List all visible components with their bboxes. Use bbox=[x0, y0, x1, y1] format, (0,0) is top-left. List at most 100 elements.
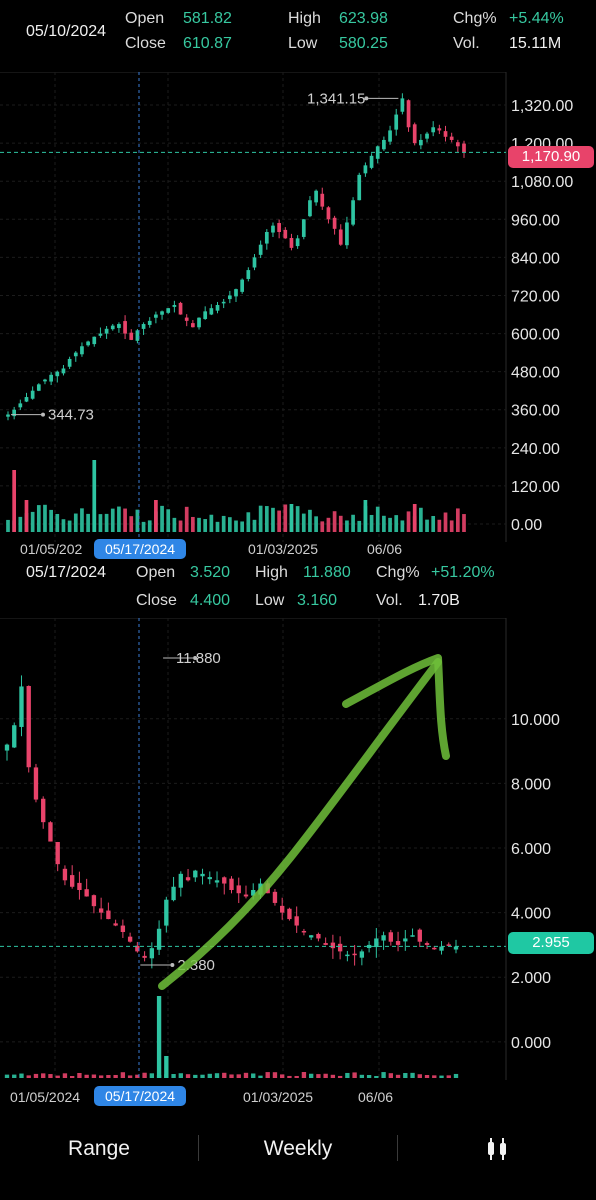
volume-bar bbox=[381, 1072, 386, 1078]
volume-bar bbox=[308, 1073, 314, 1078]
y-axis-tick-label: 720.00 bbox=[511, 288, 560, 305]
candle-body bbox=[120, 925, 126, 932]
volume-bar bbox=[314, 516, 318, 532]
volume-bar bbox=[86, 513, 90, 532]
y-axis-tick-label: 6.000 bbox=[511, 841, 551, 858]
candle-body bbox=[382, 139, 386, 150]
candle-body bbox=[381, 935, 386, 941]
candle-body bbox=[363, 165, 368, 174]
candle-body bbox=[424, 943, 430, 945]
candle-body bbox=[395, 941, 401, 945]
candle-body bbox=[330, 942, 336, 949]
candle-body bbox=[289, 237, 294, 248]
volume-bar bbox=[215, 521, 220, 532]
candle-body bbox=[403, 938, 408, 942]
candle-body bbox=[221, 301, 226, 304]
price-chart-1[interactable]: 0.00 120.00 240.00 360.00 480.00 600.00 720.00… bbox=[0, 72, 596, 558]
candle-body bbox=[4, 744, 10, 751]
candle-body bbox=[142, 955, 147, 958]
panel1-chg-value: +5.44% bbox=[509, 10, 564, 27]
y-axis-tick-label: 600.00 bbox=[511, 327, 560, 344]
volume-bar bbox=[191, 516, 195, 532]
volume-bar bbox=[98, 1075, 104, 1078]
candle-body bbox=[178, 302, 183, 315]
candle-body bbox=[229, 878, 234, 890]
candle-body bbox=[338, 229, 343, 245]
candle-body bbox=[209, 308, 214, 315]
candle-body bbox=[141, 324, 146, 329]
candle-body bbox=[55, 371, 60, 377]
chart-type-button[interactable] bbox=[398, 1118, 596, 1180]
volume-bar-spike bbox=[156, 996, 162, 1078]
volume-bar bbox=[366, 1075, 372, 1078]
candle-body bbox=[283, 229, 288, 239]
panel1-open-value: 581.82 bbox=[183, 10, 232, 27]
volume-bar bbox=[345, 520, 349, 532]
candle-body bbox=[375, 146, 380, 159]
candle-body bbox=[24, 397, 29, 402]
volume-bar bbox=[345, 1072, 350, 1078]
candle-body bbox=[207, 877, 212, 880]
candle-body bbox=[410, 935, 415, 937]
volume-bar bbox=[55, 1075, 60, 1078]
candle-body bbox=[258, 244, 263, 255]
candle-body bbox=[320, 193, 325, 207]
candle-body bbox=[388, 932, 393, 942]
volume-bar bbox=[252, 519, 257, 532]
x-axis-tick-label: 01/05/202 bbox=[20, 541, 82, 557]
candle-body bbox=[12, 725, 17, 748]
volume-bar bbox=[229, 1074, 234, 1078]
volume-bar bbox=[6, 519, 10, 532]
candle-body bbox=[156, 928, 162, 950]
candle-body bbox=[400, 98, 405, 112]
volume-bar bbox=[200, 1074, 205, 1078]
candle-body bbox=[295, 238, 300, 247]
candle-body bbox=[184, 317, 189, 321]
y-axis-tick-label: 2.000 bbox=[511, 970, 551, 987]
volume-bar bbox=[203, 519, 208, 532]
volume-bar bbox=[41, 1073, 46, 1078]
range-button[interactable]: Range bbox=[68, 1137, 130, 1160]
volume-bar bbox=[117, 506, 121, 532]
volume-bar bbox=[351, 514, 355, 532]
x-axis-tick-label: 01/05/2024 bbox=[10, 1089, 80, 1105]
y-axis-tick-label: 240.00 bbox=[511, 441, 560, 458]
candle-body bbox=[272, 891, 278, 903]
candle-body bbox=[113, 923, 118, 926]
divider bbox=[198, 1135, 199, 1161]
panel2-low-label: Low bbox=[255, 592, 285, 609]
candle-body bbox=[308, 935, 314, 938]
candle-body bbox=[147, 320, 152, 325]
candle-body bbox=[449, 136, 454, 140]
panel1-close-label: Close bbox=[125, 35, 166, 52]
volume-bar bbox=[106, 1075, 111, 1078]
volume-bar bbox=[141, 521, 146, 532]
candle-body bbox=[200, 873, 205, 877]
volume-bar bbox=[352, 1072, 357, 1078]
panel2-close-label: Close bbox=[136, 592, 177, 609]
candle-body bbox=[417, 929, 422, 942]
volume-bar bbox=[301, 1072, 307, 1078]
volume-bar bbox=[227, 517, 232, 532]
panel2-close-value: 4.400 bbox=[190, 592, 231, 609]
candle-body bbox=[437, 128, 442, 131]
weekly-button[interactable]: Weekly bbox=[263, 1137, 333, 1160]
panel1-close-value: 610.87 bbox=[183, 35, 232, 52]
volume-bar bbox=[18, 516, 23, 532]
volume-bar bbox=[323, 1073, 328, 1078]
volume-bar-spike bbox=[12, 470, 17, 532]
volume-bar bbox=[332, 511, 337, 532]
panel1-low-label: Low bbox=[288, 35, 318, 52]
volume-bar bbox=[258, 505, 263, 532]
y-axis-tick-label: 4.000 bbox=[511, 906, 551, 923]
volume-bar bbox=[104, 513, 109, 532]
volume-bar bbox=[19, 1073, 24, 1078]
price-chart-2[interactable]: 0.000 2.000 4.000 6.000 8.000 10.000 01/05/202… bbox=[0, 618, 596, 1106]
candle-body bbox=[326, 207, 331, 220]
volume-bar bbox=[178, 520, 183, 532]
candle-body bbox=[98, 908, 104, 913]
volume-bar bbox=[26, 1075, 31, 1078]
candle-body bbox=[86, 341, 90, 346]
candle-body bbox=[308, 200, 312, 217]
volume-bar bbox=[185, 1074, 191, 1078]
